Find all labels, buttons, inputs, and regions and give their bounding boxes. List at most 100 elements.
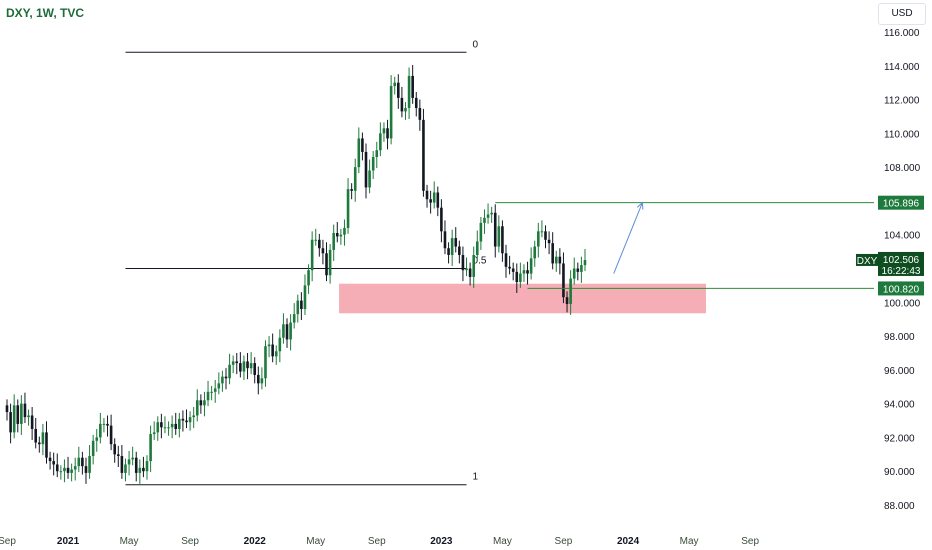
candle: [34, 418, 38, 449]
candle: [537, 222, 540, 258]
candle: [95, 428, 99, 452]
y-tick-label: 96.000: [884, 366, 915, 377]
candle: [203, 391, 206, 417]
candle: [447, 242, 450, 264]
level-price-tag: 105.896: [878, 195, 924, 210]
candle: [41, 423, 45, 456]
x-tick-label: May: [306, 536, 325, 547]
candle: [547, 231, 551, 255]
candle: [235, 352, 239, 375]
candle: [30, 407, 34, 440]
candle: [52, 452, 55, 476]
y-tick-label: 110.000: [884, 129, 920, 140]
x-tick-label: May: [493, 536, 512, 547]
candle: [38, 436, 41, 453]
candle: [109, 414, 113, 451]
candle: [558, 248, 562, 275]
currency-button[interactable]: USD: [878, 3, 926, 25]
candle: [335, 222, 339, 243]
candle: [458, 240, 461, 264]
candle: [178, 412, 181, 438]
candle: [145, 455, 149, 480]
arrow-head-icon: [636, 201, 644, 210]
candle: [181, 410, 185, 432]
candle: [88, 445, 91, 479]
candle: [522, 264, 526, 283]
candle: [253, 357, 257, 384]
candle: [55, 453, 59, 478]
candle: [432, 181, 436, 209]
candle: [66, 456, 70, 479]
y-tick-label: 88.000: [884, 501, 915, 512]
candle: [346, 178, 350, 234]
candle: [257, 366, 260, 395]
candle: [213, 379, 217, 403]
candle: [59, 465, 63, 480]
candle: [267, 336, 271, 358]
chart-title: DXY, 1W, TVC: [6, 6, 85, 20]
time-axis: Sep 2021 May Sep 2022 May Sep 2023 May Sep 2024 May…: [0, 536, 759, 547]
candle: [224, 368, 228, 390]
candle: [332, 224, 335, 261]
candle: [195, 389, 199, 422]
candle: [519, 262, 522, 288]
candle: [393, 76, 397, 95]
y-tick-label: 116.000: [884, 28, 920, 39]
x-tick-label: 2023: [430, 536, 453, 547]
candle: [282, 313, 285, 344]
candle: [70, 463, 73, 482]
candle: [188, 411, 192, 431]
y-tick-label: 94.000: [884, 400, 915, 411]
candle: [529, 247, 533, 280]
candle: [361, 132, 364, 161]
candle: [271, 333, 274, 363]
candle: [134, 451, 138, 482]
candle: [386, 119, 389, 150]
candle: [504, 244, 508, 278]
candle: [544, 225, 547, 249]
candle: [300, 292, 303, 321]
candle: [540, 220, 544, 238]
x-tick-label: 2022: [244, 536, 267, 547]
candle: [325, 242, 328, 282]
candle: [77, 446, 81, 473]
candle: [152, 421, 156, 440]
candle: [565, 291, 569, 313]
candle: [321, 239, 325, 265]
candle: [429, 190, 432, 214]
x-tick-label: Sep: [181, 536, 199, 547]
candle: [160, 413, 163, 439]
candle: [475, 230, 479, 261]
candle: [9, 403, 12, 444]
candle: [353, 158, 357, 202]
candle: [185, 409, 188, 429]
candle: [418, 99, 422, 131]
price-axis: 116.000 114.000 112.000 110.000 108.000 104.0…: [884, 28, 921, 512]
candle: [113, 438, 116, 463]
candle: [450, 229, 454, 266]
candle: [404, 102, 407, 120]
candle: [102, 418, 106, 433]
candle: [511, 262, 515, 281]
candle: [285, 318, 289, 348]
candle: [440, 199, 443, 243]
candle: [292, 303, 296, 329]
candle: [138, 459, 142, 484]
y-tick-label: 90.000: [884, 467, 915, 478]
candle: [63, 459, 66, 483]
candle: [239, 352, 242, 378]
candle: [479, 216, 483, 250]
candle: [27, 409, 30, 426]
candle: [436, 186, 440, 217]
candle: [569, 270, 572, 315]
projection-arrow[interactable]: [613, 202, 643, 274]
candle: [249, 352, 253, 375]
y-tick-label: 98.000: [884, 332, 915, 343]
candle: [278, 329, 282, 363]
candle: [328, 244, 332, 284]
y-tick-label: 104.000: [884, 231, 921, 242]
candle: [368, 159, 371, 194]
candle: [490, 206, 493, 223]
candle: [127, 450, 131, 476]
